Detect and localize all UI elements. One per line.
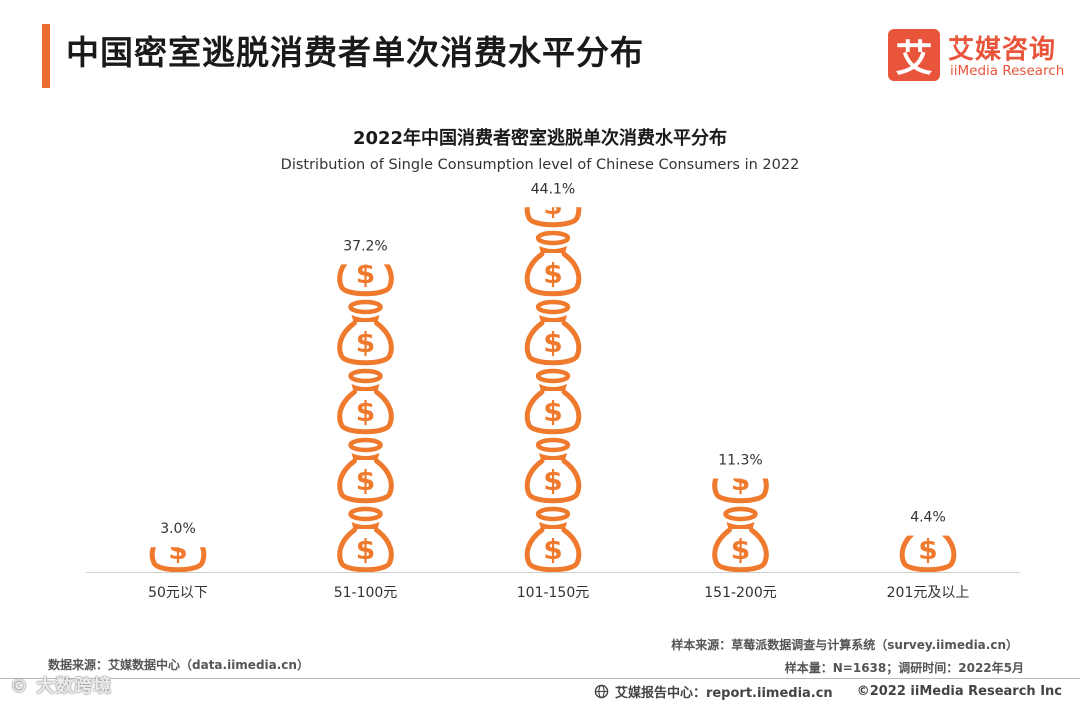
money-bag-icon [527,233,579,294]
money-bag-icon [715,371,767,432]
value-label: 11.3% [718,453,762,469]
report-center-link[interactable]: 艾媒报告中心：report.iimedia.cn [614,686,833,701]
money-bag-icon [527,371,579,432]
brand-mark-icon: 艾 [888,29,940,81]
value-label: 37.2% [343,238,387,254]
brand-logo: 艾 艾媒咨询 iiMedia Research [888,29,1065,81]
brand-name-cn: 艾媒咨询 [948,35,1057,65]
copyright: ©2022 iiMedia Research Inc [856,684,1062,699]
category-label: 50元以下 [148,585,208,601]
category-label: 101-150元 [517,585,590,601]
money-bag-icon [340,302,392,363]
category-label: 51-100元 [334,585,398,601]
money-bag-icon [527,509,579,570]
money-bag-icon [527,440,579,501]
watermark: © 大数跨境 [10,676,113,697]
footer: 艾媒报告中心：report.iimedia.cn ©2022 iiMedia R… [594,682,1062,701]
globe-icon [594,684,609,699]
footer-divider [0,678,1080,679]
page-title: 中国密室逃脱消费者单次消费水平分布 [66,33,644,72]
money-bag-icon [527,95,579,156]
bar-4 [902,440,954,570]
money-bag-icon [152,509,204,570]
money-bag-icon [715,509,767,570]
bar-0 [152,440,204,570]
chart-title: 2022年中国消费者密室逃脱单次消费水平分布 [352,128,728,149]
sample-info: 样本量：N=1638；调研时间：2022年5月 [784,661,1024,675]
money-bag-icon [340,509,392,570]
bar-2 [527,95,579,570]
chart-subtitle: Distribution of Single Consumption level… [280,157,800,173]
bar-1 [340,164,392,570]
value-label: 44.1% [531,181,575,197]
money-bag-icon [902,440,954,501]
money-bag-icon [340,440,392,501]
money-bag-icon [340,371,392,432]
money-bag-icon [152,440,204,501]
value-label: 4.4% [910,510,946,526]
value-label: 3.0% [160,521,196,537]
category-label: 201元及以上 [887,585,970,601]
money-bag-icon [715,440,767,501]
money-bag-icon [340,164,392,225]
sample-source: 样本来源：草莓派数据调查与计算系统（survey.iimedia.cn） [671,638,1018,652]
brand-name-en: iiMedia Research [950,63,1065,79]
title-accent-bar [42,24,50,88]
category-label: 151-200元 [704,585,777,601]
bar-3 [715,371,767,570]
data-source: 数据来源：艾媒数据中心（data.iimedia.cn） [48,658,309,672]
money-bag-icon [527,302,579,363]
